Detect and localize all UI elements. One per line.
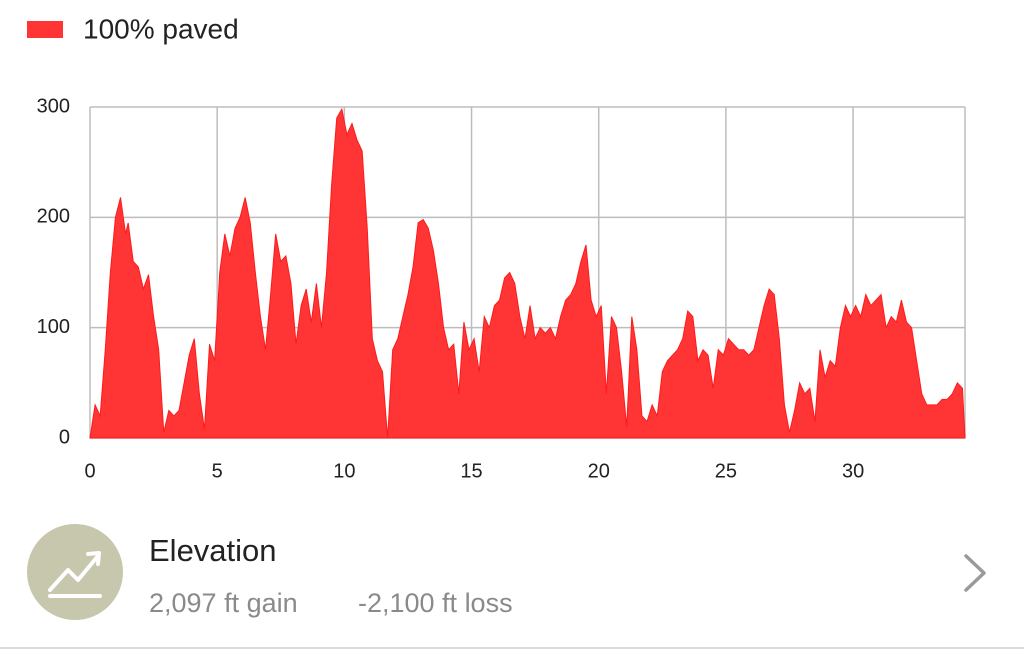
y-tick-label: 200 bbox=[37, 206, 70, 228]
x-tick-label: 15 bbox=[460, 460, 482, 482]
chevron[interactable] bbox=[964, 554, 986, 592]
x-tick-label: 10 bbox=[333, 460, 355, 482]
area bbox=[89, 107, 966, 439]
y-tick-label: 300 bbox=[37, 95, 70, 117]
summary-title[interactable]: Elevation bbox=[149, 533, 277, 568]
x-tick-label: 0 bbox=[84, 460, 95, 482]
elevation-icon bbox=[27, 524, 123, 620]
legend-label: 100% paved bbox=[83, 13, 239, 44]
x-tick-label: 30 bbox=[842, 460, 864, 482]
icon-glyph bbox=[48, 551, 102, 598]
x-tick-label: 25 bbox=[715, 460, 737, 482]
gain: 2,097 ft gain bbox=[149, 588, 298, 618]
loss: -2,100 ft loss bbox=[358, 588, 513, 618]
y-tick-label: 0 bbox=[59, 426, 70, 448]
y-tick-label: 100 bbox=[37, 316, 70, 338]
x-tick-label: 5 bbox=[212, 460, 223, 482]
x-tick-label: 20 bbox=[588, 460, 610, 482]
legend-swatch bbox=[27, 21, 63, 38]
